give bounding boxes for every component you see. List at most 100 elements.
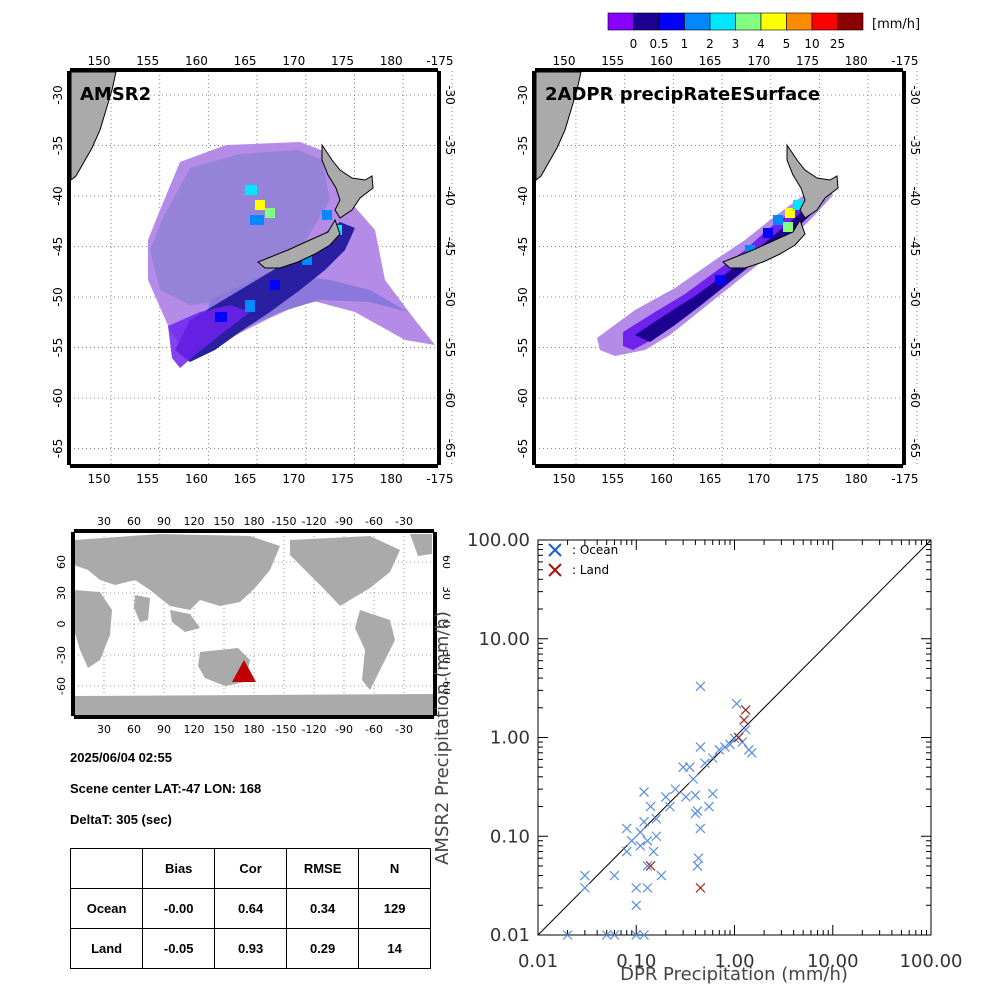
ocean-point (642, 882, 653, 893)
ocean-point (695, 681, 706, 692)
australia-coast (70, 71, 117, 182)
ocean-point (707, 753, 718, 763)
ocean-point (651, 813, 662, 824)
colorbar-swatch (607, 12, 634, 31)
lon-tick-label: 120 (184, 723, 205, 736)
lon-tick-label: 30 (97, 723, 111, 736)
colorbar-swatch (633, 12, 660, 31)
table-cell: 129 (358, 888, 431, 929)
y-tick-label: 10.00 (478, 629, 530, 650)
lon-tick-label: -120 (302, 723, 327, 736)
lon-tick-label: -120 (302, 515, 327, 528)
lat-tick-label: -65 (908, 439, 922, 459)
lat-tick-label: -60 (516, 388, 530, 408)
lat-tick-label: -45 (443, 237, 457, 257)
colorbar-label: 0.5 (649, 37, 668, 51)
ocean-point (579, 882, 590, 893)
lon-tick-label: 160 (185, 472, 208, 486)
lon-tick-label: -175 (426, 54, 453, 68)
table-cell: Ocean (69, 888, 144, 929)
land-point (695, 882, 706, 893)
x-tick-label: 0.10 (616, 951, 656, 972)
ocean-point (692, 806, 703, 816)
ocean-point (609, 870, 620, 881)
lat-tick-label: 60 (440, 555, 450, 569)
lat-tick-label: 30 (440, 586, 450, 600)
lat-tick-label: -40 (51, 186, 65, 206)
lon-tick-label: 180 (244, 515, 265, 528)
lat-tick-label: -45 (516, 237, 530, 257)
lat-tick-label: 60 (55, 555, 68, 569)
lat-tick-label: -35 (516, 136, 530, 156)
ocean-point (642, 835, 653, 846)
lat-tick-label: -30 (55, 646, 68, 664)
colorbar-label: 5 (783, 37, 791, 51)
ocean-point (642, 861, 653, 871)
dpr-precip-band (635, 200, 820, 342)
lat-tick-label: -55 (516, 338, 530, 358)
ocean-point (639, 816, 649, 827)
table-row: Ocean -0.00 0.64 0.34 129 (69, 888, 431, 929)
ocean-point (746, 747, 757, 758)
lon-tick-label: 155 (136, 472, 159, 486)
ocean-point (714, 744, 725, 755)
lon-tick-label: -30 (395, 515, 413, 528)
ocean-point (651, 831, 662, 842)
legend-item: : Ocean (548, 543, 618, 557)
x-tick-label: 100.00 (900, 951, 963, 972)
table-header-cell: Bias (142, 848, 216, 889)
lat-tick-label: -30 (440, 646, 450, 664)
lat-tick-label: -65 (443, 439, 457, 459)
colorbar-swatch (709, 12, 736, 31)
lon-tick-label: 160 (650, 54, 673, 68)
ocean-point (562, 930, 573, 940)
lat-tick-label: 0 (440, 621, 450, 628)
legend-label: : Ocean (572, 543, 618, 557)
x-tick-label: 1.00 (714, 951, 754, 972)
lon-tick-label: 160 (650, 472, 673, 486)
lat-tick-label: 0 (55, 621, 68, 628)
ocean-point (621, 823, 632, 834)
lon-tick-label: -60 (365, 515, 383, 528)
lat-tick-label: -60 (51, 388, 65, 408)
ocean-point (664, 801, 675, 812)
ocean-point (639, 787, 649, 798)
x-axis-label: DPR Precipitation (mm/h) (620, 964, 848, 985)
ocean-point (695, 742, 706, 752)
lon-tick-label: 155 (601, 54, 624, 68)
ocean-point (635, 840, 646, 851)
deltat-label: DeltaT: 305 (sec) (70, 812, 172, 827)
lon-tick-label: -60 (365, 723, 383, 736)
lon-tick-label: -175 (891, 54, 918, 68)
australia-coast (535, 71, 582, 182)
ocean-point (688, 774, 699, 784)
lat-tick-label: -35 (51, 136, 65, 156)
ocean-point (639, 930, 649, 940)
lon-tick-label: 150 (88, 472, 111, 486)
ocean-point (626, 835, 637, 846)
lon-tick-label: 155 (601, 472, 624, 486)
lon-tick-label: 60 (127, 723, 141, 736)
table-header-cell: RMSE (286, 848, 360, 889)
scene-marker (232, 660, 256, 682)
ocean-point (635, 827, 646, 838)
lon-tick-label: -90 (335, 723, 353, 736)
lon-tick-label: 120 (184, 515, 205, 528)
new-zealand-north-island (321, 143, 374, 219)
lon-tick-label: 150 (553, 472, 576, 486)
new-zealand-south-island (257, 218, 341, 269)
ocean-point (656, 870, 667, 881)
datetime-label: 2025/06/04 02:55 (70, 750, 172, 765)
lat-tick-label: -60 (908, 388, 922, 408)
legend-item: : Land (548, 563, 609, 577)
lat-tick-label: -50 (908, 287, 922, 307)
table-cell: 0.29 (286, 928, 360, 969)
lon-tick-label: -150 (272, 515, 297, 528)
ocean-point (601, 930, 612, 940)
colorbar-label: 2 (706, 37, 714, 51)
colorbar-label: 0 (630, 37, 638, 51)
ocean-point (579, 870, 590, 881)
ocean-point (690, 790, 701, 801)
lat-tick-label: -60 (443, 388, 457, 408)
lon-tick-label: 180 (845, 472, 868, 486)
